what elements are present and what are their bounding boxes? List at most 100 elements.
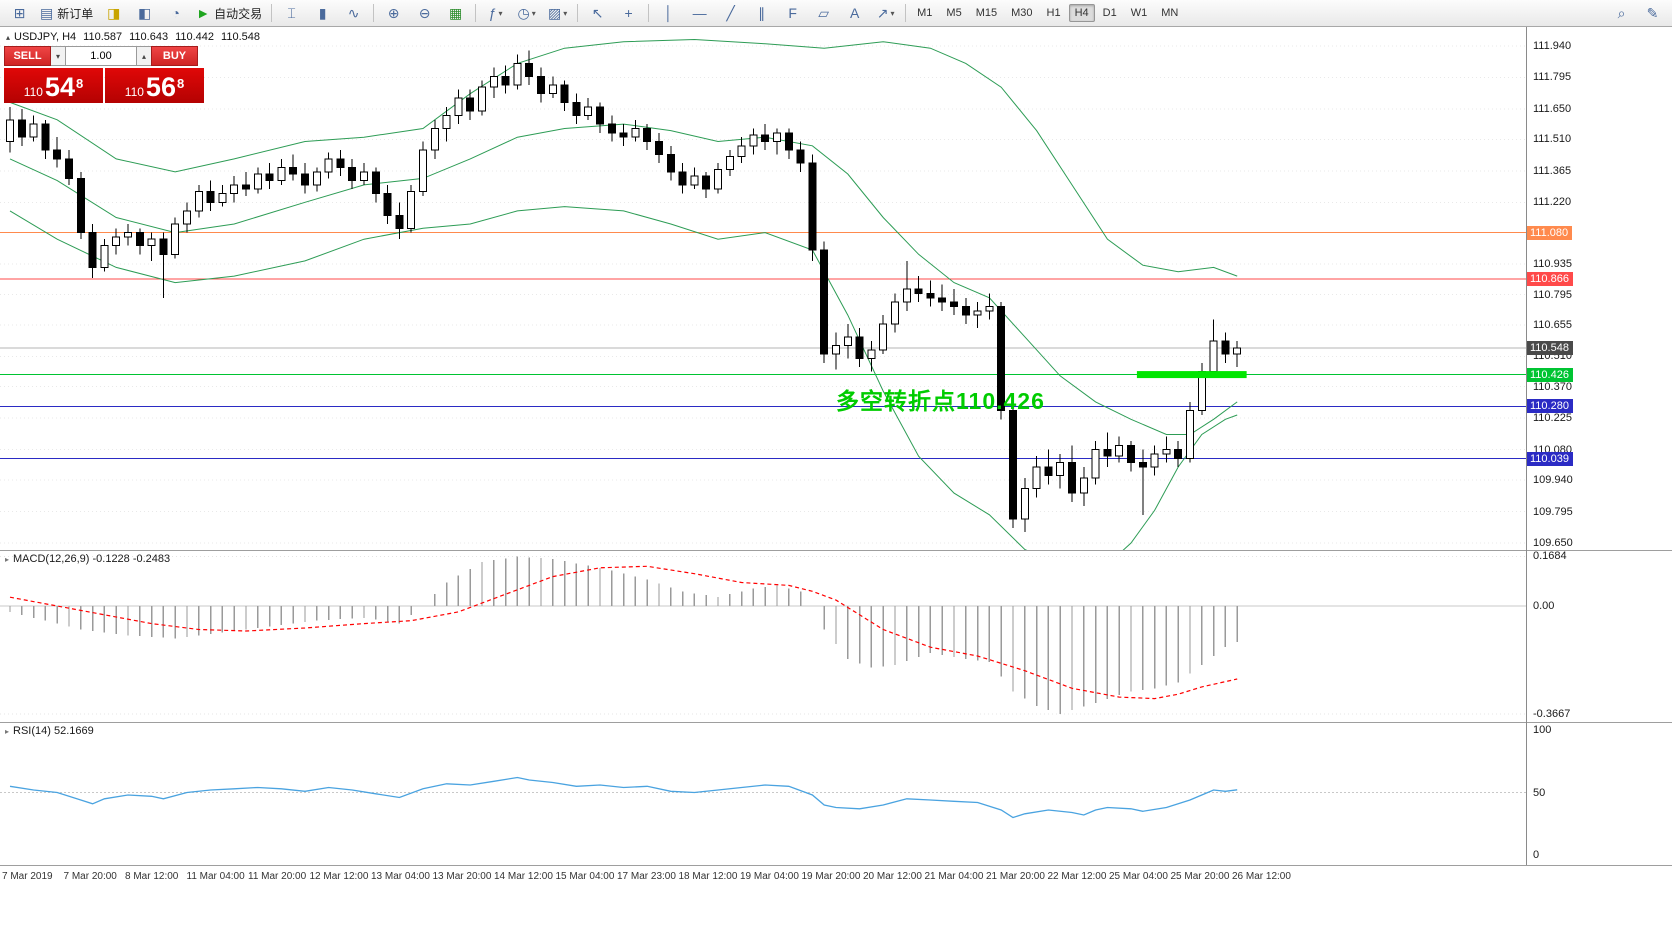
toolbar-separator [648,4,650,22]
arrow-tools-button[interactable]: ↗ ▾ [871,2,900,25]
text-label-icon: A [849,5,860,21]
fibonacci-button[interactable]: F [778,2,807,25]
time-label: 12 Mar 12:00 [309,871,369,882]
cursor-button[interactable]: ↖ [583,2,612,25]
autotrade-button[interactable]: ► 自动交易 [192,2,266,25]
time-label: 21 Mar 20:00 [986,871,1045,882]
toolbar-separator [271,4,273,22]
panel-separator[interactable] [0,722,1672,723]
shapes-icon: ▱ [818,5,830,21]
axis-label: 0.1684 [1533,550,1567,563]
time-label: 8 Mar 12:00 [125,871,179,882]
toolbar-separator [905,4,907,22]
collapse-icon[interactable]: ▸ [5,554,10,564]
navigator-button[interactable]: ◧ [130,2,159,25]
price-tag: 110.548 [1527,341,1573,356]
ohlc-low: 110.442 [175,31,215,43]
timeframe-m15-button[interactable]: M15 [975,7,998,19]
axis-label: 110.795 [1533,288,1572,301]
periods-button[interactable]: ◷ ▾ [512,2,541,25]
zoom-out-button[interactable]: ⊖ [410,2,439,25]
crosshair-button[interactable]: + [614,2,643,25]
timeframe-m1-button[interactable]: M1 [917,7,933,19]
autotrade-icon: ► [196,5,211,21]
rsi-panel[interactable]: ▸ RSI(14) 52.1669 [0,722,1526,865]
horizontal-line-button[interactable]: — [685,2,714,25]
macd-panel[interactable]: ▸ MACD(12,26,9) -0.1228 -0.2483 [0,550,1526,722]
equidistant-channel-button[interactable]: ∥ [747,2,776,25]
price-tag: 110.866 [1527,272,1573,287]
time-label: 15 Mar 04:00 [555,871,615,882]
arrow-tools-icon: ↗ [876,5,889,21]
price-axis[interactable]: 111.940 111.795 111.650 111.510 111.365 111.2… [1526,27,1672,865]
time-label: 13 Mar 04:00 [371,871,430,882]
axis-label: 50 [1533,786,1546,799]
time-label: 19 Mar 04:00 [740,871,799,882]
tile-windows-button[interactable]: ▦ [441,2,470,25]
axis-label: 110.370 [1533,380,1572,393]
navigator-icon: ◧ [138,5,152,21]
volume-decrease-button[interactable]: ▾ [51,46,65,66]
timeframe-h4-button[interactable]: H4 [1068,4,1095,22]
price-chart-panel[interactable]: ▴ USDJPY, H4 110.587 110.643 110.442 110… [0,27,1526,550]
text-label-button[interactable]: A [840,2,869,25]
quick-edit-button[interactable]: ✎ [1638,2,1667,25]
ask-big-digits: 56 [145,72,176,102]
new-order-label: 新订单 [57,6,94,21]
vertical-line-button[interactable]: │ [654,2,683,25]
rsi-chart[interactable] [0,722,1526,865]
timeframe-m5-button[interactable]: M5 [946,7,962,19]
timeframe-mn-button[interactable]: MN [1161,7,1179,19]
time-label: 26 Mar 12:00 [1232,871,1291,882]
axis-label: 0 [1533,849,1540,861]
collapse-icon[interactable]: ▸ [5,726,10,736]
tile-windows-icon: ▦ [449,5,463,21]
bar-chart-button[interactable]: ⌶ [277,2,306,25]
axis-label: 110.935 [1533,258,1572,271]
trendline-button[interactable]: ╱ [716,2,745,25]
periods-icon: ◷ [517,5,530,21]
axis-label: -0.3667 [1533,707,1571,720]
axis-label: 111.795 [1533,71,1572,84]
volume-input[interactable] [65,46,137,66]
new-chart-button[interactable]: ⊞ [5,2,34,25]
market-watch-button[interactable]: ◨ [99,2,128,25]
terminal-button[interactable]: ◔ [161,2,190,25]
new-order-button[interactable]: ▤ 新订单 [36,2,97,25]
new-chart-icon: ⊞ [13,5,26,21]
bid-pip-digit: 8 [75,76,84,91]
sell-button[interactable]: SELL [4,46,51,66]
line-chart-button[interactable]: ∿ [339,2,368,25]
timeframe-m30-button[interactable]: M30 [1011,7,1033,19]
buy-button[interactable]: BUY [151,46,198,66]
toolbar: ⊞ ▤ 新订单 ◨ ◧ ◔ ► 自动交易 ⌶ ▮ ∿ ⊕ ⊖ ▦ ƒ ▾ ◷ ▾ ▨ ▾ ↖ + │ — ╱ ∥ F ▱ A ↗ ▾ M1 M… [0,0,1672,27]
candlestick-chart[interactable] [0,27,1526,550]
search-button[interactable]: ⌕ [1607,2,1636,25]
volume-increase-button[interactable]: ▴ [137,46,151,66]
macd-chart[interactable] [0,550,1526,722]
timeframe-w1-button[interactable]: W1 [1130,7,1148,19]
timeframe-d1-button[interactable]: D1 [1102,7,1117,19]
timeframe-h1-button[interactable]: H1 [1046,7,1061,19]
ohlc-close: 110.548 [221,31,260,43]
toolbar-separator [475,4,477,22]
indicators-button[interactable]: ƒ ▾ [481,2,510,25]
panel-separator[interactable] [0,550,1672,551]
axis-label: 111.940 [1533,40,1572,52]
time-label: 25 Mar 20:00 [1170,871,1230,882]
ask-price-tile[interactable]: 110 56 8 [105,68,204,103]
terminal-icon: ◔ [171,5,180,21]
templates-button[interactable]: ▨ ▾ [543,2,572,25]
shapes-button[interactable]: ▱ [809,2,838,25]
candlestick-chart-button[interactable]: ▮ [308,2,337,25]
zoom-in-button[interactable]: ⊕ [379,2,408,25]
time-axis[interactable]: 7 Mar 2019 7 Mar 20:00 8 Mar 12:00 11 Mar 0… [0,865,1526,891]
ohlc-high: 110.643 [129,31,169,43]
timeframe-toolbar: M1 M5 M15 M30 H1 H4 D1 W1 MN [901,4,1185,22]
zoom-out-icon: ⊖ [418,5,431,21]
symbol-marker-icon: ▴ [6,32,11,42]
bid-price-tile[interactable]: 110 54 8 [4,68,103,103]
toolbar-separator [373,4,375,22]
ask-pip-digit: 8 [176,76,185,91]
fibonacci-icon: F [788,5,797,21]
